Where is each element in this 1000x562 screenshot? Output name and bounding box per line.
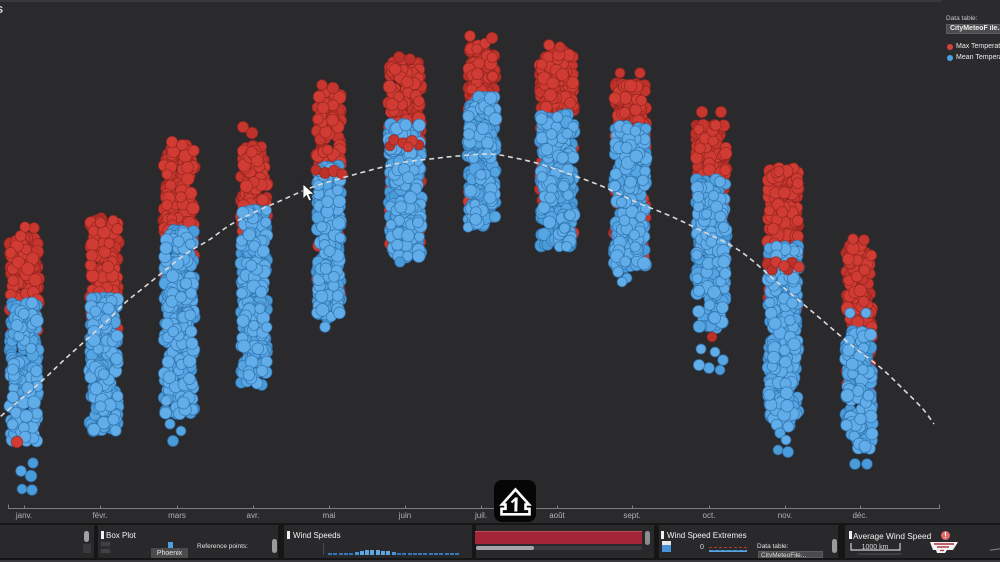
- svg-text:mars: mars: [168, 511, 186, 520]
- svg-text:s: s: [0, 1, 3, 16]
- svg-text:mai: mai: [323, 511, 336, 520]
- svg-text:oct.: oct.: [703, 511, 716, 520]
- svg-text:juin: juin: [398, 511, 411, 520]
- svg-text:1000 km: 1000 km: [862, 544, 889, 551]
- svg-text:sept.: sept.: [623, 511, 640, 520]
- svg-text:août: août: [549, 511, 565, 520]
- svg-text:juil.: juil.: [474, 511, 487, 520]
- svg-text:févr.: févr.: [92, 511, 107, 520]
- svg-text:janv.: janv.: [15, 511, 32, 520]
- svg-text:nov.: nov.: [778, 511, 793, 520]
- svg-text:déc.: déc.: [852, 511, 867, 520]
- svg-text:avr.: avr.: [247, 511, 260, 520]
